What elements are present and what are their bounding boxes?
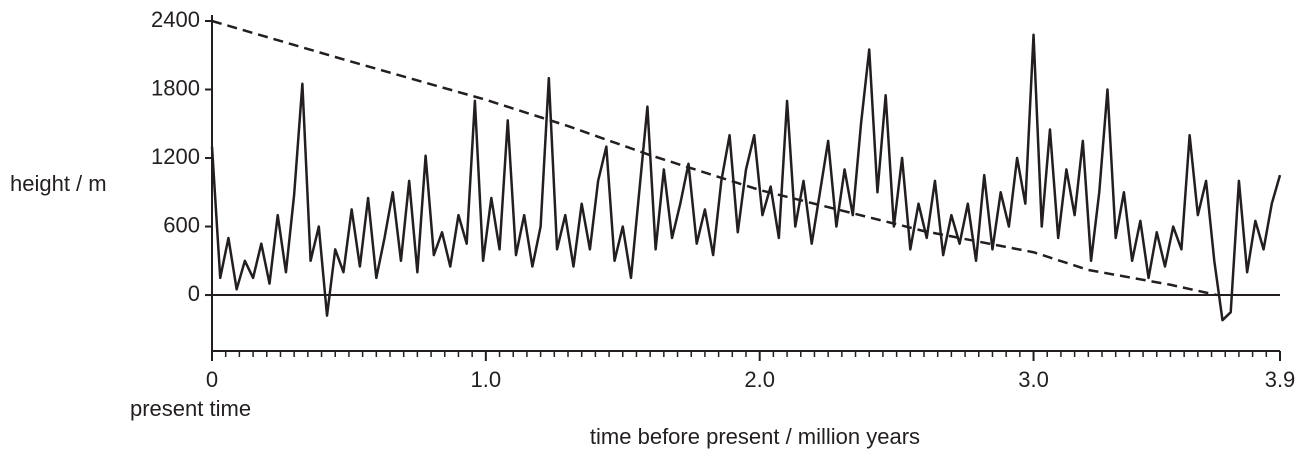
x-tick-label: 3.9	[1265, 367, 1296, 392]
y-tick-label: 600	[163, 212, 200, 237]
y-axis-title: height / m	[10, 171, 107, 196]
x-tick-label: 3.0	[1018, 367, 1049, 392]
y-tick-label: 0	[188, 281, 200, 306]
annotation: present time	[130, 396, 251, 421]
dashed-line	[211, 19, 1218, 297]
x-tick-label: 2.0	[744, 367, 775, 392]
data-line	[210, 33, 1282, 322]
x-tick-label: 0	[206, 367, 218, 392]
x-tick-label: 1.0	[471, 367, 502, 392]
y-tick-label: 1200	[151, 144, 200, 169]
y-tick-label: 1800	[151, 75, 200, 100]
x-axis-title: time before present / million years	[590, 424, 920, 449]
y-tick-label: 2400	[151, 7, 200, 32]
